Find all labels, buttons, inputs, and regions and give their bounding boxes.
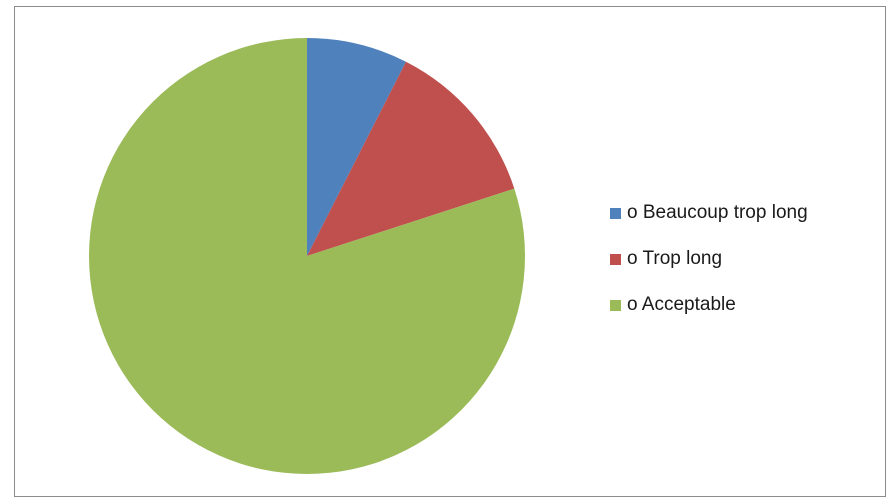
legend-label: o Beaucoup trop long [627, 202, 808, 223]
pie-slice-acceptable [88, 38, 525, 474]
legend-item-trop-long: o Trop long [610, 246, 808, 272]
pie-slice-trop-long [307, 61, 515, 257]
legend-swatch-trop-long [610, 253, 621, 265]
legend: o Beaucoup trop long o Trop long o Accep… [610, 200, 808, 338]
legend-label: o Trop long [627, 248, 723, 269]
legend-swatch-beaucoup-trop-long [610, 207, 621, 219]
legend-label: o Acceptable [627, 294, 736, 315]
chart-area: o Beaucoup trop long o Trop long o Accep… [14, 6, 886, 497]
legend-swatch-acceptable [610, 299, 621, 311]
legend-item-beaucoup-trop-long: o Beaucoup trop long [610, 200, 808, 226]
pie-chart [88, 38, 525, 474]
legend-item-acceptable: o Acceptable [610, 292, 808, 318]
pie-slice-beaucoup-trop-long [307, 38, 406, 256]
